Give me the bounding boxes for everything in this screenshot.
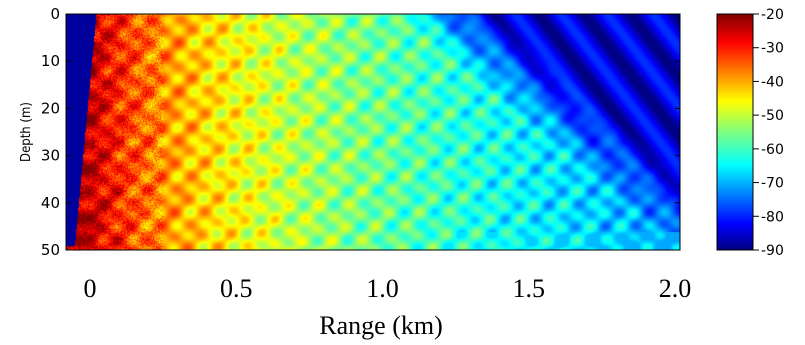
colorbar-tick-label: -20 <box>761 7 784 23</box>
x-axis: 0 0.5 1.0 1.5 2.0 <box>84 274 692 303</box>
x-tick-label: 2.0 <box>659 274 692 303</box>
y-tick-label: 30 <box>41 147 60 165</box>
x-tick-label: 1.5 <box>513 274 546 303</box>
y-tick-label: 10 <box>41 52 60 70</box>
colorbar-tick-label: -50 <box>761 108 784 124</box>
x-axis-label: Range (km) <box>319 311 442 340</box>
colorbar-tick-label: -70 <box>761 176 784 192</box>
y-tick-label: 0 <box>50 5 60 23</box>
y-tick-label: 40 <box>41 194 60 212</box>
y-tick-label: 50 <box>41 241 60 259</box>
x-tick-label: 1.0 <box>366 274 399 303</box>
heatmap-image <box>66 14 680 250</box>
y-axis: 0 10 20 30 40 50 <box>41 5 680 259</box>
y-axis-label: Depth (m) <box>19 102 34 162</box>
plot-frame <box>65 13 681 251</box>
colorbar-tick-label: -60 <box>761 142 784 158</box>
heatmap-field <box>66 14 680 250</box>
colorbar-tick-label: -30 <box>761 41 784 57</box>
colorbar <box>716 13 754 251</box>
colorbar-axis: -20 -30 -40 -50 -60 -70 -80 -90 <box>753 7 784 259</box>
x-tick-label: 0 <box>84 274 97 303</box>
colorbar-tick-label: -90 <box>761 243 784 259</box>
colorbar-tick-label: -40 <box>761 74 784 90</box>
x-tick-label: 0.5 <box>220 274 253 303</box>
colorbar-tick-label: -80 <box>761 209 784 225</box>
y-tick-label: 20 <box>41 99 60 117</box>
